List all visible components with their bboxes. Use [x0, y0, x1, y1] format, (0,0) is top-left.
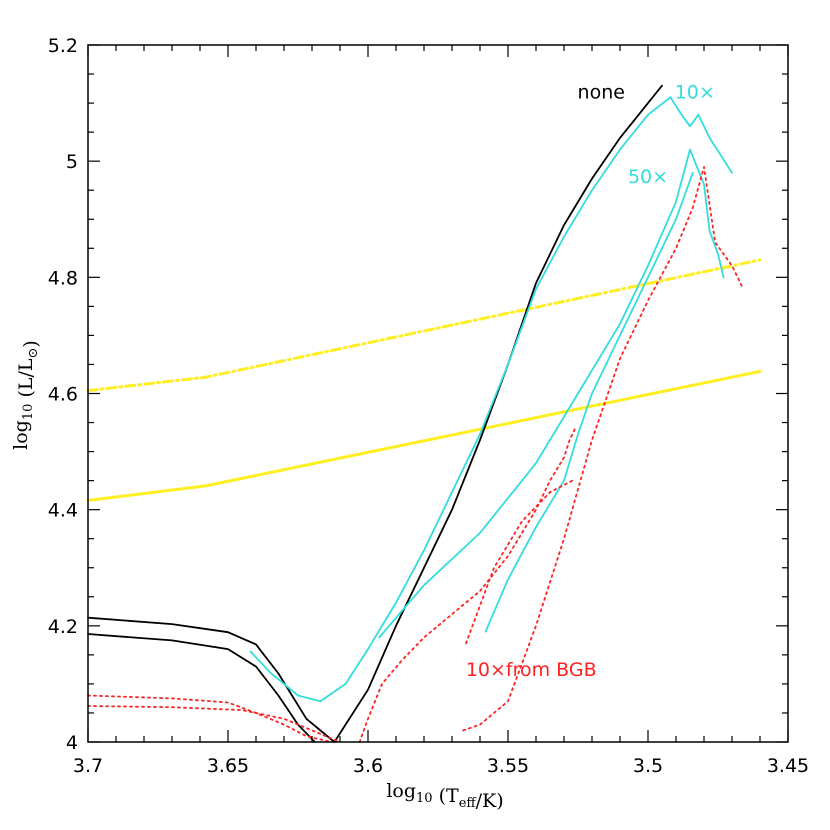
y-tick-label: 5: [66, 151, 78, 173]
annotation-label: 10×from BGB: [466, 659, 597, 681]
series-line-11: [465, 479, 574, 645]
y-tick-label: 4.4: [48, 500, 78, 522]
plot-frame: [87, 44, 789, 743]
y-tick-label: 4.8: [48, 267, 78, 289]
series-line-1: [86, 258, 762, 393]
x-tick-label: 3.65: [207, 755, 249, 777]
y-tick-label: 4.6: [48, 384, 78, 406]
x-tick-label: 3.5: [633, 755, 663, 777]
y-tick-label: 4: [66, 732, 78, 754]
x-tick-label: 3.55: [487, 755, 529, 777]
x-tick-label: 3.7: [73, 755, 103, 777]
annotation-label: 10×: [675, 81, 715, 103]
series-line-0: [86, 369, 762, 502]
ticks-layer: [87, 44, 789, 743]
annotations-layer: none 10× 50× 10×from BGB: [466, 81, 715, 680]
labels-layer: 3.7 3.65 3.6 3.55 3.5 3.45 4 4.2 4.4 4.6 4.8 5 5.2: [48, 35, 809, 777]
annotation-label: none: [578, 81, 625, 103]
series-line-10: [462, 166, 745, 732]
series-line-9: [358, 427, 577, 743]
x-axis-title: log10 (Teff/K): [386, 780, 503, 812]
series-line-4: [249, 96, 733, 703]
series-line-5: [378, 148, 725, 639]
x-tick-label: 3.45: [767, 755, 809, 777]
annotation-label: 50×: [628, 166, 668, 188]
y-tick-label: 4.2: [48, 616, 78, 638]
x-tick-label: 3.6: [353, 755, 383, 777]
y-tick-label: 5.2: [48, 35, 78, 57]
y-axis-title: log10 (L/L⊙): [10, 340, 42, 450]
series-layer: [86, 84, 762, 743]
series-line-3: [87, 633, 316, 743]
series-line-2: [87, 84, 663, 743]
series-line-6: [484, 171, 694, 633]
series-line-8: [87, 705, 341, 743]
